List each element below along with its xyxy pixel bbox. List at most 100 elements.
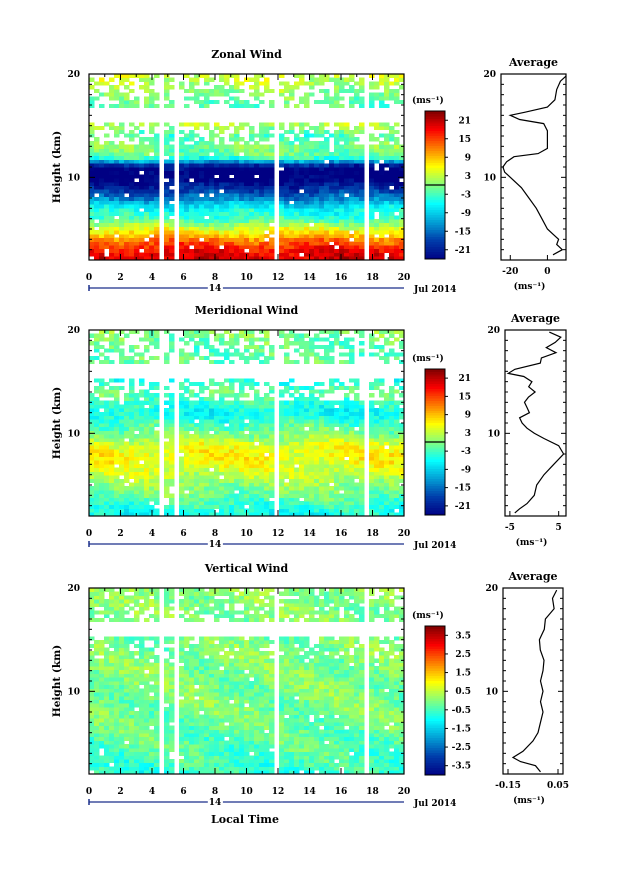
heatmap-cell [359, 504, 365, 509]
heatmap-cell [99, 449, 105, 454]
heatmap-cell [204, 200, 210, 205]
heatmap-cell [129, 482, 135, 487]
heatmap-cell [224, 178, 230, 183]
heatmap-cell [374, 337, 380, 342]
heatmap-cell [194, 404, 200, 409]
heatmap-cell [104, 512, 110, 517]
heatmap-cell [289, 241, 295, 246]
heatmap-cell [154, 467, 160, 472]
heatmap-cell [169, 512, 175, 517]
heatmap-cell [399, 248, 405, 253]
heatmap-cell [344, 426, 350, 431]
heatmap-cell [219, 174, 225, 179]
heatmap-cell [184, 137, 190, 142]
heatmap-cell [219, 489, 225, 495]
heatmap-cell [204, 341, 210, 346]
heatmap-cell [344, 430, 350, 435]
heatmap-cell [169, 463, 175, 469]
heatmap-cell [204, 77, 210, 82]
heatmap-cell [289, 430, 295, 435]
heatmap-cell [214, 85, 220, 90]
heatmap-cell [244, 155, 250, 160]
heatmap-cell [139, 430, 145, 435]
heatmap-cell [309, 245, 315, 250]
heatmap-cell [294, 497, 300, 502]
heatmap-cell [349, 174, 355, 179]
heatmap-cell [254, 204, 260, 209]
heatmap-cell [284, 434, 290, 439]
heatmap-cell [204, 88, 210, 93]
heatmap-cell [349, 452, 355, 457]
day-label: 14 [209, 540, 222, 550]
heatmap-cell [204, 333, 210, 338]
heatmap-cell [289, 126, 295, 131]
heatmap-cell [239, 189, 245, 194]
heatmap-cell [369, 241, 375, 246]
heatmap-cell [269, 508, 275, 513]
heatmap-cell [294, 152, 300, 157]
heatmap-cell [374, 434, 380, 439]
heatmap-cell [224, 148, 230, 153]
heatmap-cell [334, 475, 340, 480]
heatmap-cell [154, 437, 160, 442]
heatmap-cell [149, 426, 155, 431]
heatmap-cell [344, 434, 350, 439]
heatmap-cell [394, 167, 400, 172]
heatmap-cell [149, 129, 155, 134]
heatmap-cell [394, 423, 400, 428]
heatmap-cell [354, 408, 360, 413]
heatmap-cell [314, 204, 320, 209]
heatmap-cell [269, 152, 275, 157]
heatmap-cell [189, 415, 195, 420]
heatmap-cell [199, 512, 205, 517]
heatmap-cell [219, 185, 225, 190]
heatmap-cell [314, 359, 320, 364]
heatmap-cell [359, 219, 365, 224]
heatmap-cell [269, 196, 275, 201]
heatmap-cell [184, 252, 190, 257]
heatmap-cell [184, 471, 190, 476]
heatmap-cell [124, 467, 130, 472]
heatmap-cell [94, 237, 100, 242]
heatmap-cell [254, 193, 260, 198]
heatmap-cell [319, 456, 325, 461]
colorbar-step [425, 473, 445, 477]
colorbar-step [425, 434, 445, 438]
heatmap-cell [194, 222, 200, 227]
heatmap-cell [104, 193, 110, 198]
heatmap-cell [334, 378, 340, 383]
heatmap-cell [339, 219, 345, 224]
heatmap-cell [369, 408, 375, 413]
heatmap-cell [149, 430, 155, 435]
heatmap-cell [129, 423, 135, 428]
heatmap-cell [309, 423, 315, 428]
heatmap-cell [139, 163, 145, 168]
colorbar-step [425, 175, 445, 178]
heatmap-cell [344, 163, 350, 168]
heatmap-cell [264, 248, 270, 253]
heatmap-cell [114, 471, 120, 476]
heatmap-cell [354, 81, 360, 86]
heatmap-cell [279, 330, 285, 335]
heatmap-cell [219, 226, 225, 231]
heatmap-cell [299, 411, 305, 416]
heatmap-cell [154, 330, 160, 335]
heatmap-cell [114, 423, 120, 428]
heatmap-cell [239, 501, 245, 506]
heatmap-cell [284, 222, 290, 227]
heatmap-cell [324, 512, 330, 517]
heatmap-cell [164, 460, 170, 465]
heatmap-cell [349, 463, 355, 469]
heatmap-cell [359, 352, 365, 357]
heatmap-cell [269, 211, 275, 216]
heatmap-cell [269, 178, 275, 183]
heatmap-cell [124, 185, 130, 190]
heatmap-cell [349, 434, 355, 439]
heatmap-cell [309, 426, 315, 431]
heatmap-cell [154, 167, 160, 172]
heatmap-cell [309, 163, 315, 168]
heatmap-cell [324, 140, 330, 146]
date-label: Jul 2014 [413, 285, 456, 295]
heatmap-cell [199, 441, 205, 446]
heatmap-cell [389, 237, 395, 242]
